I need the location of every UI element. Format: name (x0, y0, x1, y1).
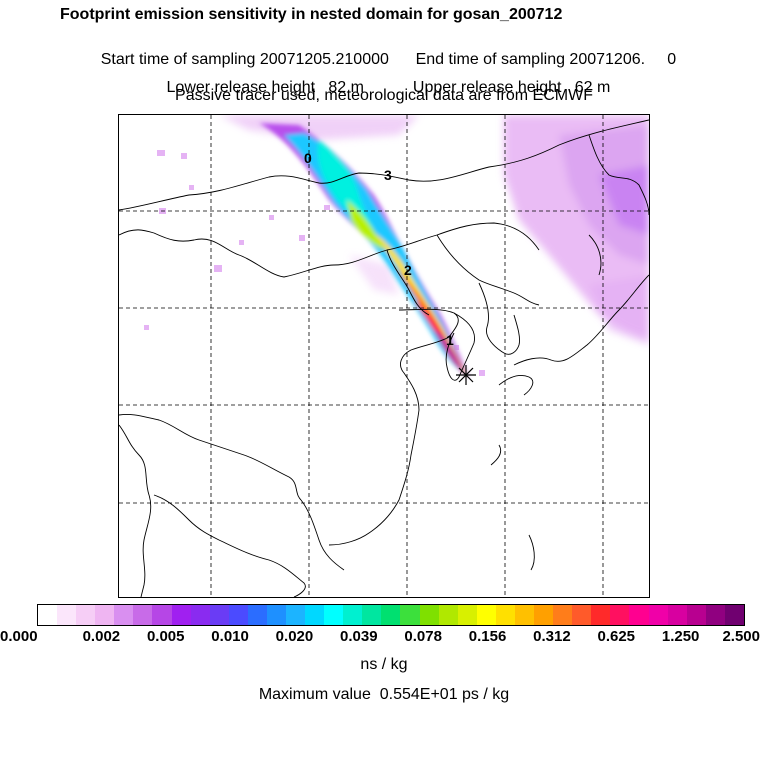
colorbar-tick-label: 0.005 (146, 628, 185, 645)
colorbar-swatch (591, 605, 611, 625)
plot-title: Footprint emission sensitivity in nested… (60, 6, 563, 23)
trajectory-label-0: 0 (304, 150, 312, 166)
colorbar-swatch (400, 605, 420, 625)
colorbar-tick-label: 0.312 (533, 628, 571, 645)
colorbar-swatch (476, 605, 496, 625)
footprint-map: 0 3 2 1 (118, 114, 650, 598)
colorbar-swatch (419, 605, 439, 625)
colorbar-swatch (266, 605, 287, 625)
colorbar-swatch (286, 605, 306, 625)
colorbar-swatch (457, 605, 477, 625)
colorbar-swatch (648, 605, 668, 625)
colorbar-swatch (228, 605, 248, 625)
colorbar-swatch (629, 605, 649, 625)
colorbar-swatch (209, 605, 229, 625)
colorbar-swatch (724, 605, 744, 625)
colorbar (37, 604, 745, 626)
tracer-note: Passive tracer used, meteorological data… (175, 87, 593, 104)
end-time: End time of sampling 20071206. 0 (415, 51, 677, 68)
colorbar-swatch (495, 605, 515, 625)
colorbar-tick-label: 0.002 (82, 628, 121, 645)
colorbar-tick-label: 0.078 (404, 628, 442, 645)
colorbar-swatch (324, 605, 344, 625)
colorbar-swatch (133, 605, 153, 625)
colorbar-swatch (95, 605, 115, 625)
colorbar-tick-label: 0.156 (468, 628, 507, 645)
trajectory-label-1: 1 (446, 332, 454, 348)
colorbar-swatch (438, 605, 458, 625)
colorbar-swatch (514, 605, 535, 625)
colorbar-swatch (190, 605, 210, 625)
colorbar-swatch (705, 605, 725, 625)
colorbar-swatch (305, 605, 325, 625)
colorbar-swatch (343, 605, 363, 625)
sensitivity-speckles (144, 150, 485, 376)
colorbar-swatch (362, 605, 382, 625)
release-heights: Lower release height 82 m Upper release … (0, 61, 768, 97)
star-icon (456, 365, 476, 385)
colorbar-swatch (152, 605, 172, 625)
colorbar-unit: ns / kg (360, 656, 408, 673)
sampling-times: Start time of sampling 20071205.210000 E… (0, 33, 768, 69)
colorbar-swatch (381, 605, 401, 625)
trajectory-label-2: 2 (404, 262, 412, 278)
colorbar-swatch (114, 605, 134, 625)
colorbar-swatch (171, 605, 191, 625)
coastlines-borders (119, 119, 649, 597)
colorbar-tick-label: 0.020 (275, 628, 314, 645)
upper-release-height: Upper release height 62 m (412, 79, 611, 96)
colorbar-swatch (610, 605, 630, 625)
colorbar-swatch (76, 605, 96, 625)
colorbar-tick-label: 1.250 (661, 628, 700, 645)
start-time: Start time of sampling 20071205.210000 (100, 51, 389, 68)
colorbar-tick-label: 0.000 (0, 628, 38, 645)
colorbar-swatch (686, 605, 706, 625)
colorbar-swatch (57, 605, 77, 625)
colorbar-swatch (667, 605, 687, 625)
trajectory-labels: 0 3 2 1 (304, 150, 454, 348)
colorbar-tick-label: 0.625 (597, 628, 636, 645)
colorbar-tick-label: 0.010 (211, 628, 249, 645)
footprint-plume (259, 123, 469, 377)
colorbar-swatch (247, 605, 267, 625)
colorbar-swatch (38, 605, 58, 625)
colorbar-tick-label: 2.500 (722, 628, 760, 645)
colorbar-swatch (534, 605, 554, 625)
trajectory-label-3: 3 (384, 167, 392, 183)
colorbar-swatch (572, 605, 592, 625)
lower-release-height: Lower release height 82 m (166, 79, 364, 96)
colorbar-tick-label: 0.039 (340, 628, 378, 645)
maximum-value: Maximum value 0.554E+01 ps / kg (258, 686, 510, 703)
lat-lon-grid (119, 115, 649, 597)
colorbar-swatch (553, 605, 573, 625)
